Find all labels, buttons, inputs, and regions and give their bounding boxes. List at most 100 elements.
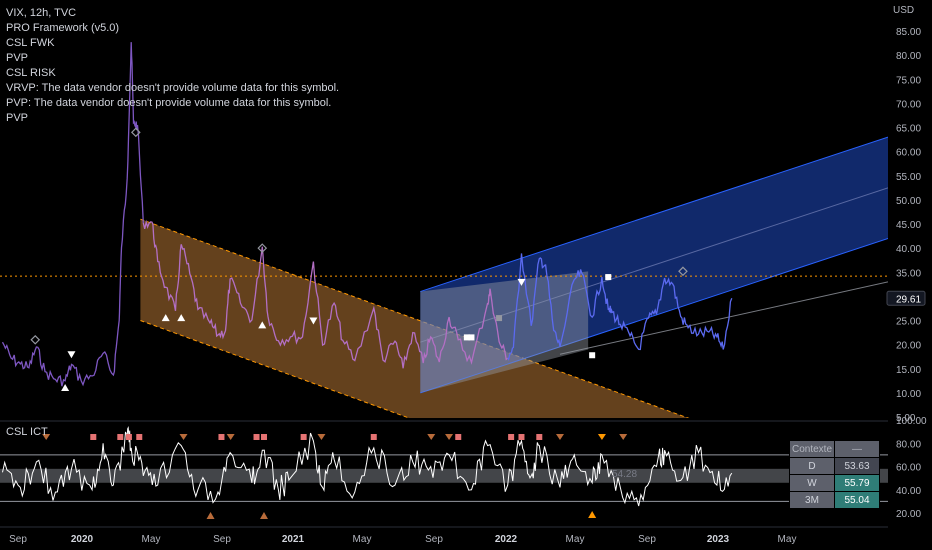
signal-marker [605, 274, 612, 281]
price-tick-label: 75.00 [896, 75, 921, 86]
price-tick-label: 70.00 [896, 99, 921, 110]
price-tick-label: 5.00 [896, 413, 916, 424]
legend-line: PVP [6, 52, 29, 64]
indicator-top-marker [125, 434, 132, 440]
time-tick-label: 2023 [707, 534, 730, 545]
indicator-top-marker [370, 434, 377, 440]
indicator-top-marker [536, 434, 543, 440]
indicator-bottom-marker [259, 512, 268, 519]
indicator-top-marker [317, 434, 326, 440]
price-tick-label: 85.00 [896, 27, 921, 38]
indicator-top-marker [136, 434, 143, 440]
currency-label: USD [893, 5, 914, 16]
context-key-3m: 3M [789, 491, 835, 509]
legend-line: CSL RISK [6, 67, 56, 79]
indicator-tick-label: 80.00 [896, 439, 921, 450]
indicator-top-marker [427, 434, 436, 440]
indicator-top-marker [445, 434, 454, 440]
indicator-top-marker [597, 434, 606, 440]
blue-channel-top [420, 136, 888, 293]
legend-line: PRO Framework (v5.0) [6, 22, 120, 34]
legend-line: PVP [6, 112, 29, 124]
price-pane [0, 42, 888, 418]
legend-title: VIX, 12h, TVC [6, 7, 77, 19]
indicator-top-marker [260, 434, 267, 440]
price-tick-label: 80.00 [896, 51, 921, 62]
time-tick-label: Sep [638, 534, 656, 545]
indicator-tick-label: 20.00 [896, 509, 921, 520]
indicator-tick-label: 100.00 [896, 416, 927, 427]
last-price-badge [886, 290, 926, 306]
time-tick-label: May [778, 534, 797, 545]
indicator-tick-label: 60.00 [896, 463, 921, 474]
chart-legend: VIX, 12h, TVC PRO Framework (v5.0) CSL F… [6, 6, 339, 126]
time-tick-label: 2020 [71, 534, 94, 545]
signal-marker [161, 314, 170, 322]
price-tick-label: 60.00 [896, 148, 921, 159]
time-tick-label: May [142, 534, 161, 545]
context-header: Contexte [789, 440, 835, 458]
indicator-line [2, 425, 733, 507]
price-line-late [507, 253, 733, 361]
signal-marker [309, 317, 318, 325]
signal-marker [30, 334, 41, 345]
indicator-top-marker [455, 434, 462, 440]
signal-marker [496, 315, 503, 322]
indicator-top-marker [619, 434, 628, 440]
indicator-top-marker [518, 434, 525, 440]
price-tick-label: 55.00 [896, 172, 921, 183]
price-line-mid [142, 219, 509, 369]
signal-marker [463, 334, 470, 341]
time-tick-label: May [566, 534, 585, 545]
price-tick-label: 20.00 [896, 341, 921, 352]
signal-marker [517, 278, 526, 286]
context-header-value: — [834, 440, 880, 458]
time-tick-label: 2022 [495, 534, 518, 545]
signal-marker [589, 352, 596, 359]
signal-marker [257, 243, 268, 253]
signal-marker [130, 127, 141, 138]
time-tick-label: Sep [9, 534, 27, 545]
time-tick-label: May [353, 534, 372, 545]
indicator-top-marker [218, 434, 225, 440]
trend-line [559, 281, 888, 355]
price-tick-label: 50.00 [896, 196, 921, 207]
context-table: Contexte — D 53.63 W 55.79 3M 55.04 [789, 440, 880, 509]
indicator-top-marker [555, 434, 564, 440]
blue-channel-bottom [420, 238, 888, 394]
signal-marker [678, 266, 688, 277]
indicator-top-marker [253, 434, 260, 440]
legend-line: CSL FWK [6, 37, 55, 49]
price-line-early [1, 42, 144, 387]
indicator-top-marker [117, 434, 124, 440]
indicator-band [0, 468, 888, 483]
last-price-label: 29.61 [896, 294, 921, 305]
legend-line: PVP: The data vendor doesn't provide vol… [6, 97, 332, 109]
indicator-bottom-marker [588, 511, 597, 518]
indicator-top-marker [300, 434, 307, 440]
price-tick-label: 25.00 [896, 317, 921, 328]
time-tick-label: Sep [425, 534, 443, 545]
price-tick-label: 10.00 [896, 389, 921, 400]
indicator-bottom-marker [206, 512, 215, 519]
indicator-top-marker [179, 434, 188, 440]
indicator-title: CSL ICT [6, 426, 48, 438]
price-tick-label: 45.00 [896, 220, 921, 231]
signal-marker [258, 321, 267, 329]
indicator-tick-label: 40.00 [896, 486, 921, 497]
time-tick-label: 2021 [282, 534, 305, 545]
legend-line: VRVP: The data vendor doesn't provide vo… [6, 82, 340, 94]
price-tick-label: 40.00 [896, 244, 921, 255]
indicator-top-marker [42, 434, 51, 440]
price-tick-label: 65.00 [896, 124, 921, 135]
overlap-box [420, 271, 589, 393]
signal-marker [61, 384, 70, 392]
context-value-3m: 55.04 [834, 491, 880, 509]
signal-marker [177, 314, 186, 322]
indicator-last-value: 54.28 [612, 469, 637, 480]
context-key-d: D [789, 457, 835, 475]
time-tick-label: Sep [213, 534, 231, 545]
indicator-top-marker [226, 434, 235, 440]
price-tick-label: 15.00 [896, 365, 921, 376]
